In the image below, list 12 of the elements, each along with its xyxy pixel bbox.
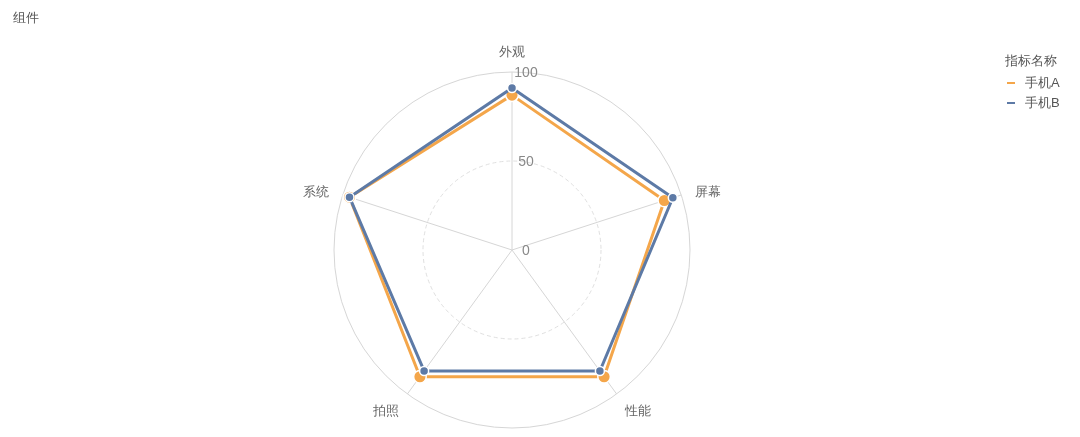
spoke-label: 系统 (303, 183, 330, 199)
y-tick-label: 50 (518, 153, 534, 169)
legend-title: 指标名称 (1004, 53, 1057, 68)
y-tick-label: 0 (522, 242, 531, 258)
spoke-label: 外观 (499, 44, 525, 59)
spoke-label: 性能 (623, 403, 651, 419)
y-tick-label: 100 (514, 64, 538, 80)
legend-label: 手机A (1025, 75, 1060, 90)
spoke-label: 屏幕 (694, 183, 721, 199)
spoke-label: 拍照 (372, 403, 400, 419)
legend-label: 手机B (1025, 95, 1060, 110)
text: 组件 (13, 10, 39, 25)
